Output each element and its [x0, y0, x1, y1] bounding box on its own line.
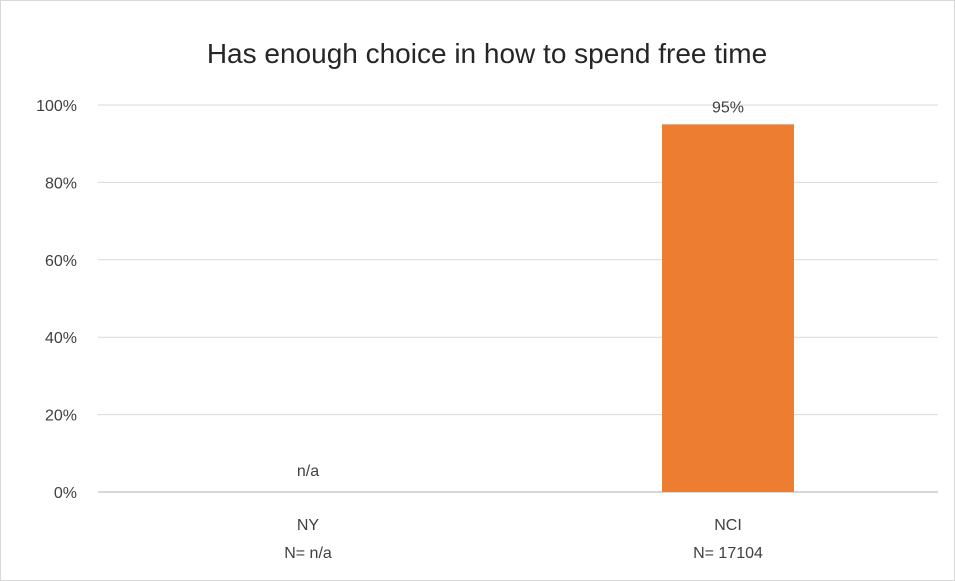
y-tick-label: 20%: [45, 408, 77, 425]
chart-title: Has enough choice in how to spend free t…: [207, 38, 767, 69]
category-sample-size: N= n/a: [284, 545, 332, 562]
y-tick-label: 100%: [36, 98, 77, 115]
gridlines: [98, 104, 938, 493]
data-labels: n/a 95%: [297, 99, 744, 480]
y-axis-ticks: 0% 20% 40% 60% 80% 100%: [36, 98, 77, 502]
y-tick-label: 60%: [45, 253, 77, 270]
category-label: NCI: [714, 517, 742, 534]
x-axis-categories: NY N= n/a NCI N= 17104: [284, 517, 763, 562]
y-tick-label: 80%: [45, 175, 77, 192]
y-tick-label: 0%: [54, 485, 77, 502]
category-label: NY: [297, 517, 320, 534]
bars: [662, 124, 794, 492]
bar-nci: [662, 124, 794, 492]
data-label-nci: 95%: [712, 99, 744, 116]
category-sample-size: N= 17104: [693, 545, 763, 562]
y-tick-label: 40%: [45, 330, 77, 347]
data-label-ny: n/a: [297, 463, 319, 480]
